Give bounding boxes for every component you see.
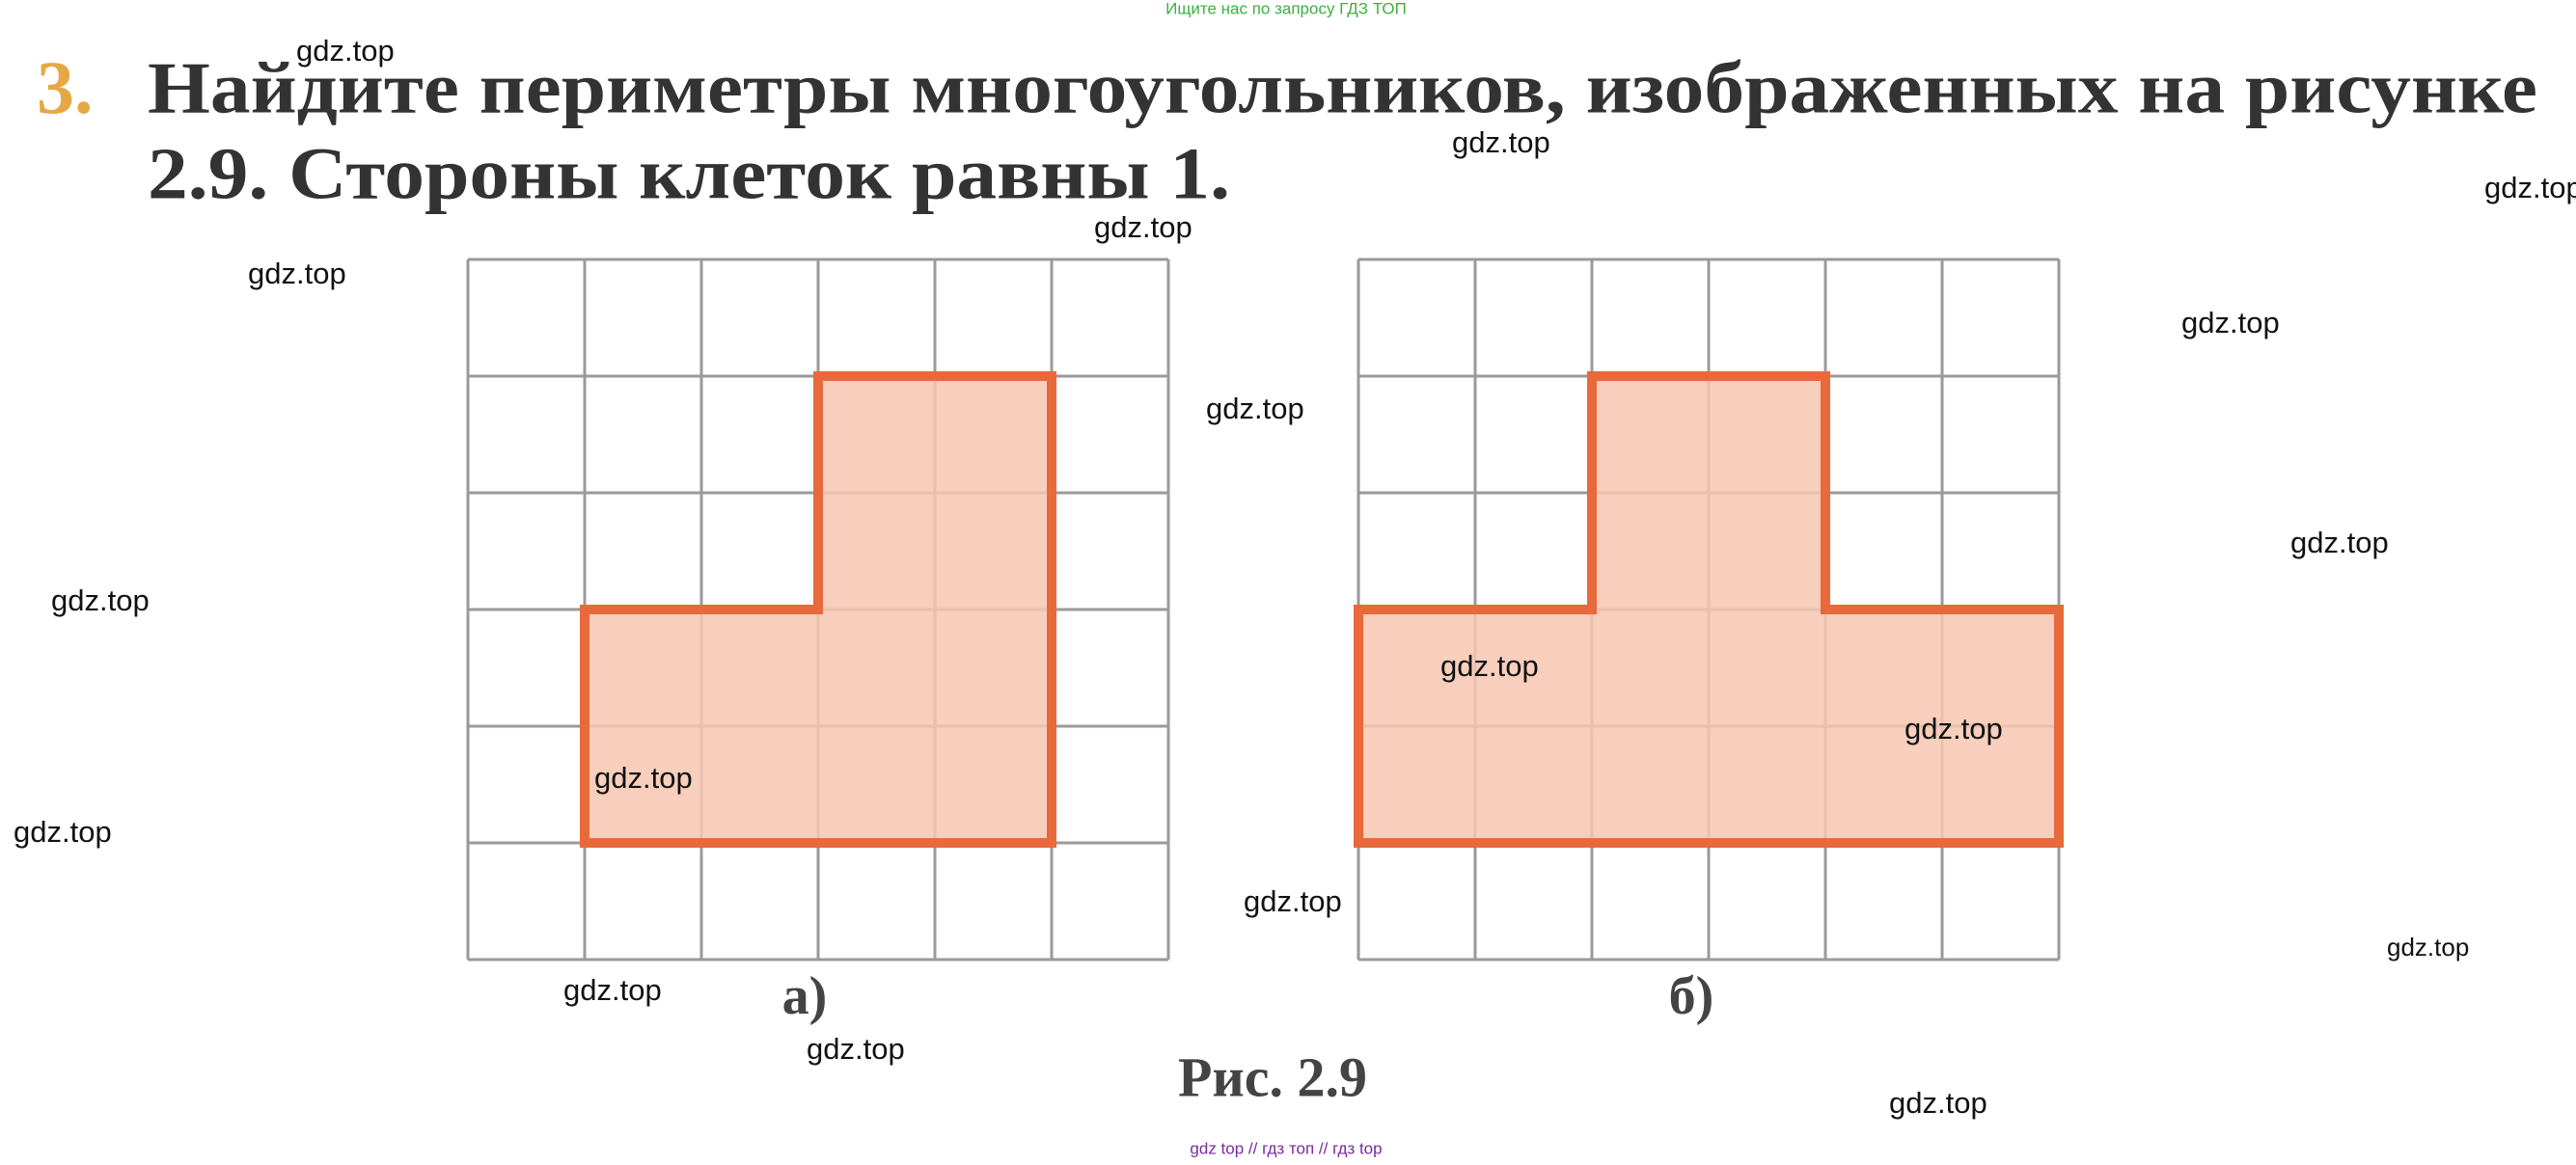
watermark: gdz.top (51, 583, 150, 617)
watermark: gdz.top (1244, 884, 1342, 918)
watermark: gdz.top (2387, 933, 2469, 962)
header-note: Ищите нас по запросу ГДЗ ТОП (1165, 0, 1407, 17)
polygon-shape (580, 371, 1056, 848)
footer-note: gdz top // гдз топ // гдз top (1190, 1139, 1382, 1157)
problem-text: 2.9. Стороны клеток равны 1. (148, 133, 1230, 214)
polygon-shape (1354, 371, 2064, 848)
watermark: gdz.top (1889, 1086, 1987, 1120)
problem-number: 3. (37, 45, 94, 129)
watermark: gdz.top (594, 761, 693, 795)
figure-label: а) (782, 966, 828, 1026)
watermark: gdz.top (563, 973, 662, 1007)
figures (466, 257, 2064, 962)
watermark: gdz.top (296, 34, 395, 68)
watermark: gdz.top (1094, 210, 1192, 244)
figure-caption: Рис. 2.9 (1178, 1045, 1367, 1108)
watermark: gdz.top (2484, 171, 2576, 204)
watermark: gdz.top (2290, 526, 2389, 559)
watermark: gdz.top (1452, 125, 1550, 159)
problem-text: Найдите периметры многоугольников, изобр… (148, 47, 2537, 128)
watermark: gdz.top (2181, 306, 2280, 339)
watermark: gdz.top (14, 815, 112, 849)
watermarks: gdz.top gdz.top gdz.top gdz.top gdz.top gdz.t… (14, 34, 2576, 1120)
figure-label: б) (1669, 966, 1714, 1026)
watermark: gdz.top (1440, 649, 1539, 683)
watermark: gdz.top (1206, 392, 1304, 425)
watermark: gdz.top (1905, 712, 2003, 745)
watermark: gdz.top (807, 1032, 905, 1066)
watermark: gdz.top (248, 257, 346, 290)
